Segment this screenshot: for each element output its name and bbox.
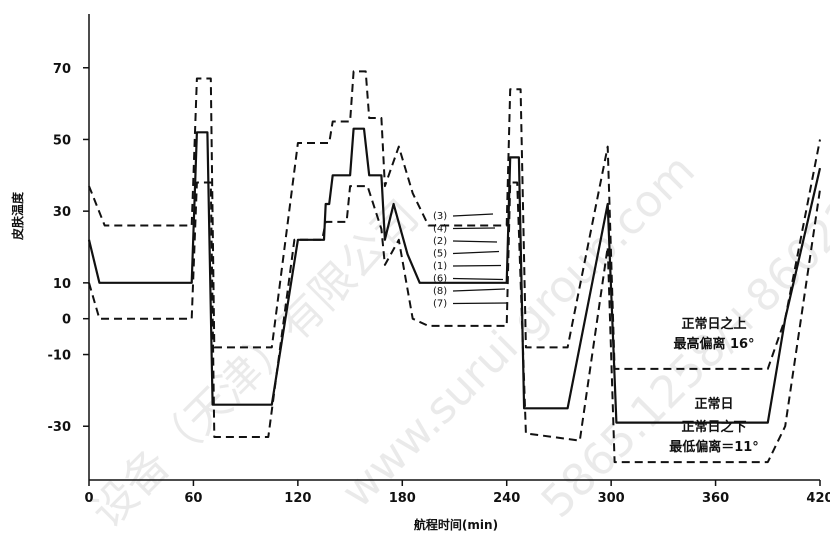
axes	[88, 14, 820, 481]
annotation-upper-line2: 最高偏离 16°	[673, 336, 754, 352]
curve-label: (7)	[433, 299, 447, 310]
curve-label-pointer	[452, 302, 508, 305]
curve-label: (4)	[433, 224, 447, 235]
y-tick-label: 50	[53, 133, 71, 148]
curve-label: (1)	[433, 261, 447, 272]
series-line-1	[87, 127, 822, 424]
y-tick-label: 30	[53, 205, 71, 220]
y-tick-label: -10	[48, 349, 72, 364]
curve-label: (2)	[433, 236, 447, 247]
y-tick-label: 10	[53, 277, 71, 292]
annotation-upper-line1: 正常日之上	[681, 316, 746, 332]
x-tick-label: 300	[598, 491, 625, 506]
curve-label: (6)	[433, 274, 447, 285]
annotation-normal-day: 正常日	[694, 396, 733, 412]
y-tick-label: 0	[62, 313, 71, 328]
annotation-lower-line2: 最低偏离＝11°	[669, 439, 759, 455]
x-tick-label: 420	[806, 491, 830, 506]
curve-label-pointer	[452, 264, 502, 267]
series-layer	[87, 70, 822, 464]
x-tick-label: 0	[84, 491, 93, 506]
x-tick-label: 360	[702, 491, 729, 506]
curve-label-pointer	[452, 250, 500, 255]
y-tick-label: -30	[48, 420, 72, 435]
x-tick-label: 180	[389, 491, 416, 506]
series-line-2	[88, 70, 821, 370]
series-line-3	[88, 181, 821, 464]
y-axis-title: 皮肤温度	[10, 191, 25, 241]
curve-label-pointer	[452, 213, 494, 217]
x-tick-label: 60	[184, 491, 202, 506]
curve-label: (3)	[433, 211, 447, 222]
x-tick-label: 240	[493, 491, 520, 506]
x-axis-title: 航程时间(min)	[414, 517, 498, 532]
x-tick-label: 120	[284, 491, 311, 506]
curve-label: (5)	[433, 249, 447, 260]
curve-label-pointer	[452, 227, 496, 230]
curve-label: (8)	[433, 286, 447, 297]
y-tick-label: 70	[53, 62, 71, 77]
curve-label-pointer	[452, 277, 504, 281]
tick-layer: 0 60 120 180 240 300 360 420 70 50 30 10 0 -10 -30	[48, 62, 830, 506]
annotation-lower-line1: 正常日之下	[681, 419, 746, 435]
curve-label-pointer	[452, 288, 506, 292]
curve-label-arrows: (3) (4)(2) (5)(1) (6)(8) (7)	[433, 211, 508, 310]
curve-label-pointer	[452, 240, 498, 243]
